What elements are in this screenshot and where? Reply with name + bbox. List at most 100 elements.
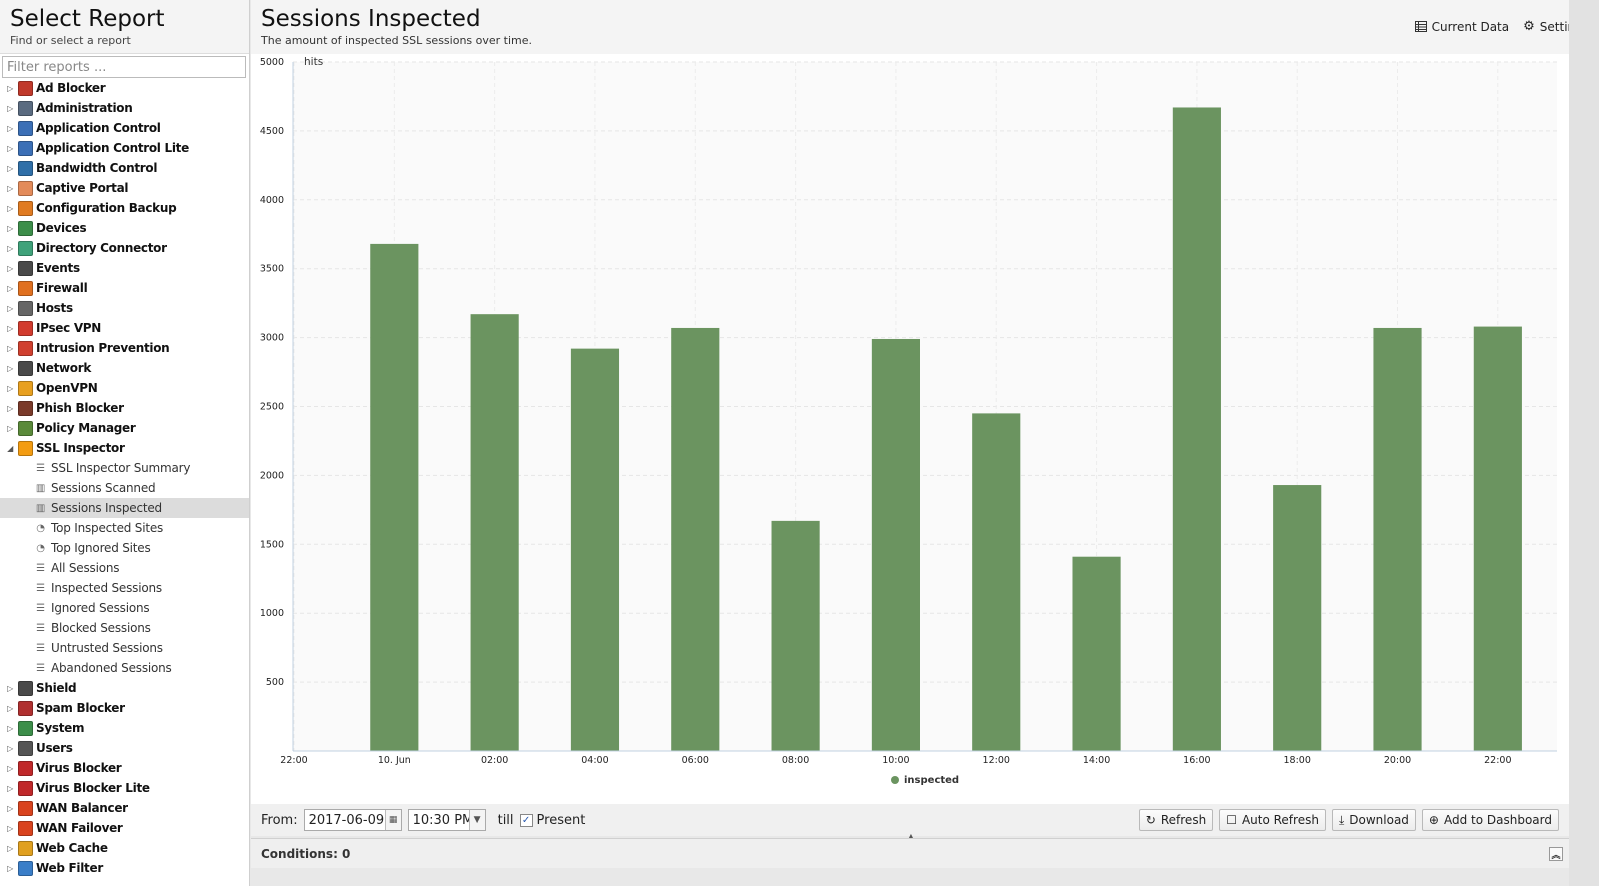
tree-item-captive-portal[interactable]: ▷ Captive Portal [0, 178, 249, 198]
report-item[interactable]: ☰ Untrusted Sessions [0, 638, 249, 658]
gear-icon: ⚙ [1523, 19, 1535, 34]
tree-item-virus-blocker[interactable]: ▷ Virus Blocker [0, 758, 249, 778]
collapsed-arrow-icon[interactable]: ▷ [7, 263, 13, 273]
collapsed-arrow-icon[interactable]: ▷ [7, 243, 13, 253]
collapsed-arrow-icon[interactable]: ▷ [7, 103, 13, 113]
tree-item-phish-blocker[interactable]: ▷ Phish Blocker [0, 398, 249, 418]
download-button[interactable]: ⤓ Download [1331, 809, 1416, 831]
report-item[interactable]: ☰ Ignored Sessions [0, 598, 249, 618]
report-header: Sessions Inspected The amount of inspect… [251, 0, 1599, 54]
collapsed-arrow-icon[interactable]: ▷ [7, 163, 13, 173]
collapsed-arrow-icon[interactable]: ▷ [7, 703, 13, 713]
collapsed-arrow-icon[interactable]: ▷ [7, 183, 13, 193]
tree-item-network[interactable]: ▷ Network [0, 358, 249, 378]
bar [1473, 326, 1522, 751]
filter-reports-input[interactable] [2, 56, 246, 78]
tree-item-application-control[interactable]: ▷ Application Control [0, 118, 249, 138]
collapsed-arrow-icon[interactable]: ▷ [7, 343, 13, 353]
collapsed-arrow-icon[interactable]: ▷ [7, 683, 13, 693]
tree-item-events[interactable]: ▷ Events [0, 258, 249, 278]
download-icon: ⤓ [1338, 812, 1345, 827]
collapsed-arrow-icon[interactable]: ▷ [7, 723, 13, 733]
sidebar-title: Select Report [10, 6, 165, 32]
present-checkbox[interactable]: ✓ [519, 813, 533, 827]
add-to-dashboard-button[interactable]: ⊕ Add to Dashboard [1421, 809, 1559, 831]
tree-item-administration[interactable]: ▷ Administration [0, 98, 249, 118]
collapsed-arrow-icon[interactable]: ▷ [7, 403, 13, 413]
collapsed-arrow-icon[interactable]: ▷ [7, 863, 13, 873]
tree-item-devices[interactable]: ▷ Devices [0, 218, 249, 238]
tree-item-hosts[interactable]: ▷ Hosts [0, 298, 249, 318]
collapse-icon[interactable]: ︽ [1549, 847, 1563, 861]
collapsed-arrow-icon[interactable]: ▷ [7, 363, 13, 373]
report-item[interactable]: ☰ SSL Inspector Summary [0, 458, 249, 478]
tree-item-configuration-backup[interactable]: ▷ Configuration Backup [0, 198, 249, 218]
tree-item-web-cache[interactable]: ▷ Web Cache [0, 838, 249, 858]
sidebar-header: Select Report Find or select a report [0, 0, 249, 54]
report-item[interactable]: ☰ All Sessions [0, 558, 249, 578]
collapsed-arrow-icon[interactable]: ▷ [7, 323, 13, 333]
tree-item-intrusion-prevention[interactable]: ▷ Intrusion Prevention [0, 338, 249, 358]
from-time-value: 10:30 PM [412, 812, 469, 828]
report-item[interactable]: ☰ Inspected Sessions [0, 578, 249, 598]
collapsed-arrow-icon[interactable]: ▷ [7, 743, 13, 753]
tree-item-application-control-lite[interactable]: ▷ Application Control Lite [0, 138, 249, 158]
collapsed-arrow-icon[interactable]: ▷ [7, 823, 13, 833]
tree-item-wan-failover[interactable]: ▷ WAN Failover [0, 818, 249, 838]
collapsed-arrow-icon[interactable]: ▷ [7, 803, 13, 813]
tree-item-bandwidth-control[interactable]: ▷ Bandwidth Control [0, 158, 249, 178]
tree-item-ssl-inspector[interactable]: ◢ SSL Inspector [0, 438, 249, 458]
tree-item-ipsec-vpn[interactable]: ▷ IPsec VPN [0, 318, 249, 338]
from-date-field[interactable]: 2017-06-09 ▦ [303, 809, 402, 831]
report-item[interactable]: ☰ Blocked Sessions [0, 618, 249, 638]
tree-item-policy-manager[interactable]: ▷ Policy Manager [0, 418, 249, 438]
collapsed-arrow-icon[interactable]: ▷ [7, 123, 13, 133]
current-data-button[interactable]: Current Data [1414, 19, 1509, 34]
collapsed-arrow-icon[interactable]: ▷ [7, 303, 13, 313]
tree-item-directory-connector[interactable]: ▷ Directory Connector [0, 238, 249, 258]
collapsed-arrow-icon[interactable]: ▷ [7, 843, 13, 853]
refresh-button[interactable]: ↻ Refresh [1138, 809, 1214, 831]
auto-refresh-button[interactable]: ☐ Auto Refresh [1219, 809, 1326, 831]
users-icon [18, 740, 33, 756]
tree-item-system[interactable]: ▷ System [0, 718, 249, 738]
report-item-label: Sessions Inspected [51, 501, 162, 515]
collapsed-arrow-icon[interactable]: ▷ [7, 783, 13, 793]
spam-blocker-icon [18, 700, 33, 716]
collapsed-arrow-icon[interactable]: ▷ [7, 283, 13, 293]
report-item[interactable]: ▥ Sessions Scanned [0, 478, 249, 498]
bar-chart-icon: ▥ [35, 482, 46, 494]
collapsed-arrow-icon[interactable]: ▷ [7, 143, 13, 153]
from-time-field[interactable]: 10:30 PM ▼ [407, 809, 486, 831]
splitter-handle[interactable]: ▲ [907, 832, 915, 841]
tree-item-web-filter[interactable]: ▷ Web Filter [0, 858, 249, 878]
tree-item-virus-blocker-lite[interactable]: ▷ Virus Blocker Lite [0, 778, 249, 798]
present-label: Present [536, 812, 586, 828]
collapsed-arrow-icon[interactable]: ▷ [7, 203, 13, 213]
y-tick-label: 500 [266, 677, 284, 688]
report-item[interactable]: ▥ Sessions Inspected [0, 498, 249, 518]
tree-item-firewall[interactable]: ▷ Firewall [0, 278, 249, 298]
wan-failover-icon [18, 820, 33, 836]
tree-item-spam-blocker[interactable]: ▷ Spam Blocker [0, 698, 249, 718]
tree-item-wan-balancer[interactable]: ▷ WAN Balancer [0, 798, 249, 818]
chevron-down-icon[interactable]: ▼ [468, 810, 485, 830]
collapsed-arrow-icon[interactable]: ▷ [7, 423, 13, 433]
tree-item-label: Configuration Backup [36, 201, 177, 215]
report-item[interactable]: ◔ Top Ignored Sites [0, 538, 249, 558]
collapsed-arrow-icon[interactable]: ▷ [7, 383, 13, 393]
report-item[interactable]: ☰ Abandoned Sessions [0, 658, 249, 678]
tree-item-shield[interactable]: ▷ Shield [0, 678, 249, 698]
bar [671, 327, 720, 751]
network-icon [18, 360, 33, 376]
collapsed-arrow-icon[interactable]: ▷ [7, 763, 13, 773]
collapsed-arrow-icon[interactable]: ▷ [7, 223, 13, 233]
calendar-icon[interactable]: ▦ [384, 810, 401, 830]
tree-item-openvpn[interactable]: ▷ OpenVPN [0, 378, 249, 398]
conditions-bar[interactable]: Conditions: 0 ︽ [251, 838, 1569, 868]
report-item[interactable]: ◔ Top Inspected Sites [0, 518, 249, 538]
expanded-arrow-icon[interactable]: ◢ [7, 443, 13, 453]
tree-item-users[interactable]: ▷ Users [0, 738, 249, 758]
tree-item-ad-blocker[interactable]: ▷ Ad Blocker [0, 78, 249, 98]
collapsed-arrow-icon[interactable]: ▷ [7, 83, 13, 93]
